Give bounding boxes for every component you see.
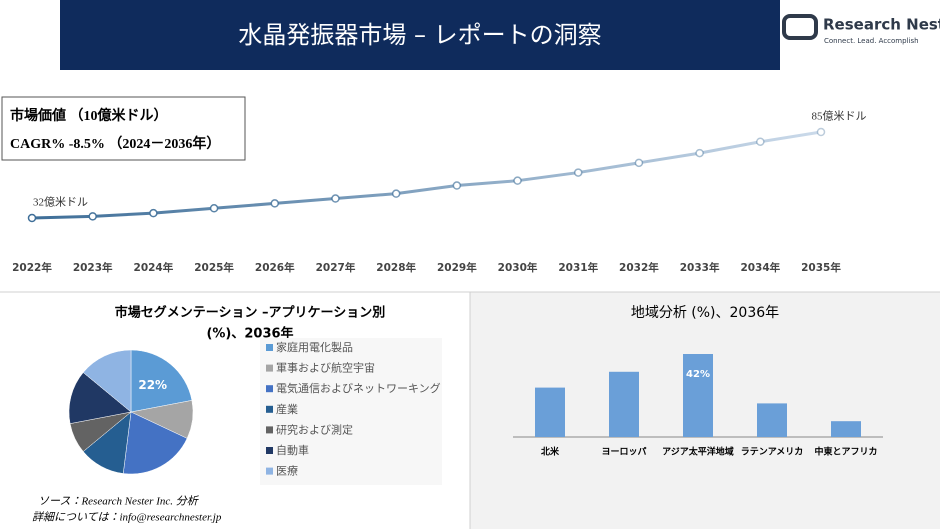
- chart-title: 地域分析 (%)、2036年: [631, 305, 779, 321]
- bar: [535, 387, 565, 437]
- x-tick-label: 2032年: [619, 261, 659, 274]
- point: [270, 199, 280, 208]
- point: [816, 127, 826, 137]
- legend-swatch: [266, 344, 273, 351]
- info-box: [1, 96, 246, 161]
- point: [634, 158, 644, 168]
- point: [209, 204, 219, 213]
- x-tick-label: 2022年: [12, 261, 52, 274]
- point: [391, 189, 401, 198]
- pie-slice: [130, 349, 193, 413]
- annotation: CAGR% -8.5% （2024－2036年）: [10, 135, 220, 152]
- source: 詳細については：info@researchnester.jp: [32, 511, 222, 524]
- pie-slice: [122, 411, 188, 475]
- line: [31, 130, 822, 220]
- point: [756, 137, 765, 146]
- point: [88, 212, 97, 221]
- x-tick-label: 中東とアフリカ: [814, 446, 877, 458]
- point: [573, 168, 583, 177]
- bar: [831, 421, 861, 437]
- bar: [609, 371, 639, 437]
- legend-label: 家庭用電化製品: [276, 340, 353, 354]
- data-label: 32億米ドル: [33, 196, 88, 209]
- x-tick-label: 2035年: [801, 261, 841, 274]
- chart-title: (%)、2036年: [206, 326, 293, 342]
- logo-tagline: Connect. Lead. Accomplish: [824, 37, 919, 45]
- x-tick-label: 2023年: [73, 261, 113, 274]
- x-tick-label: ラテンアメリカ: [741, 447, 804, 458]
- legend-swatch: [266, 426, 273, 434]
- point: [452, 181, 462, 190]
- x-tick-label: 北米: [541, 446, 560, 458]
- source: ソース：Research Nester Inc. 分析: [38, 495, 200, 508]
- point: [27, 213, 37, 223]
- legend-swatch: [266, 405, 273, 413]
- chart-title: 市場セグメンテーション –アプリケーション別: [115, 305, 386, 321]
- legend-label: 医療: [276, 464, 298, 478]
- point: [695, 148, 704, 158]
- legend-label: 軍事および航空宇宙: [276, 361, 375, 375]
- x-tick-label: 2029年: [437, 261, 477, 274]
- legend-label: 産業: [276, 402, 298, 416]
- legend-swatch: [266, 364, 273, 372]
- header-bar: [60, 0, 780, 70]
- pie-slice: [68, 372, 132, 424]
- data-label: 22%: [138, 378, 167, 392]
- legend-swatch: [266, 467, 273, 475]
- x-tick-label: ヨーロッパ: [601, 446, 646, 458]
- point: [149, 208, 158, 218]
- data-label: 85億米ドル: [812, 110, 867, 123]
- legend-label: 電気通信およびネットワーキング: [276, 381, 441, 395]
- x-tick-label: 2025年: [194, 261, 234, 274]
- x-tick-label: 2033年: [680, 261, 720, 274]
- point: [331, 194, 340, 203]
- legend-swatch: [266, 385, 273, 393]
- point: [513, 176, 522, 185]
- x-tick-label: 2028年: [376, 261, 416, 274]
- x-tick-label: アジア太平洋地域: [662, 446, 734, 458]
- logo-icon: [782, 14, 818, 40]
- legend-swatch: [266, 447, 273, 454]
- pie-slice: [82, 349, 132, 413]
- legend-bg: [260, 338, 442, 485]
- x-tick-label: 2026年: [255, 261, 295, 274]
- data-label: 42%: [686, 369, 710, 380]
- page-title: 水晶発振器市場 – レポートの洞察: [238, 21, 601, 49]
- legend-label: 研究および測定: [276, 422, 353, 436]
- x-tick-label: 2024年: [134, 261, 174, 274]
- logo-name: Research Nester: [823, 16, 940, 34]
- bar: [757, 403, 787, 437]
- bar: [683, 354, 713, 437]
- x-tick-label: 2030年: [498, 261, 538, 274]
- annotation: 市場価値 （10億米ドル）: [10, 107, 168, 124]
- x-tick-label: 2031年: [558, 261, 598, 274]
- x-tick-label: 2034年: [740, 261, 780, 274]
- legend-label: 自動車: [276, 443, 309, 457]
- x-tick-label: 2027年: [316, 261, 356, 274]
